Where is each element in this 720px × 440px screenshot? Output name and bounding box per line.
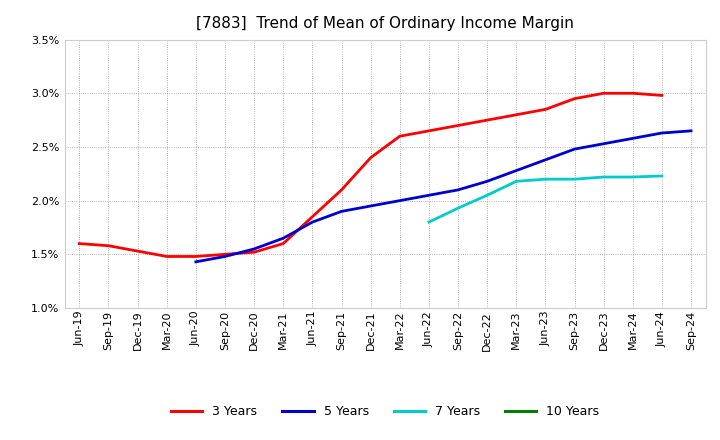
Legend: 3 Years, 5 Years, 7 Years, 10 Years: 3 Years, 5 Years, 7 Years, 10 Years bbox=[166, 400, 604, 423]
Title: [7883]  Trend of Mean of Ordinary Income Margin: [7883] Trend of Mean of Ordinary Income … bbox=[197, 16, 574, 32]
